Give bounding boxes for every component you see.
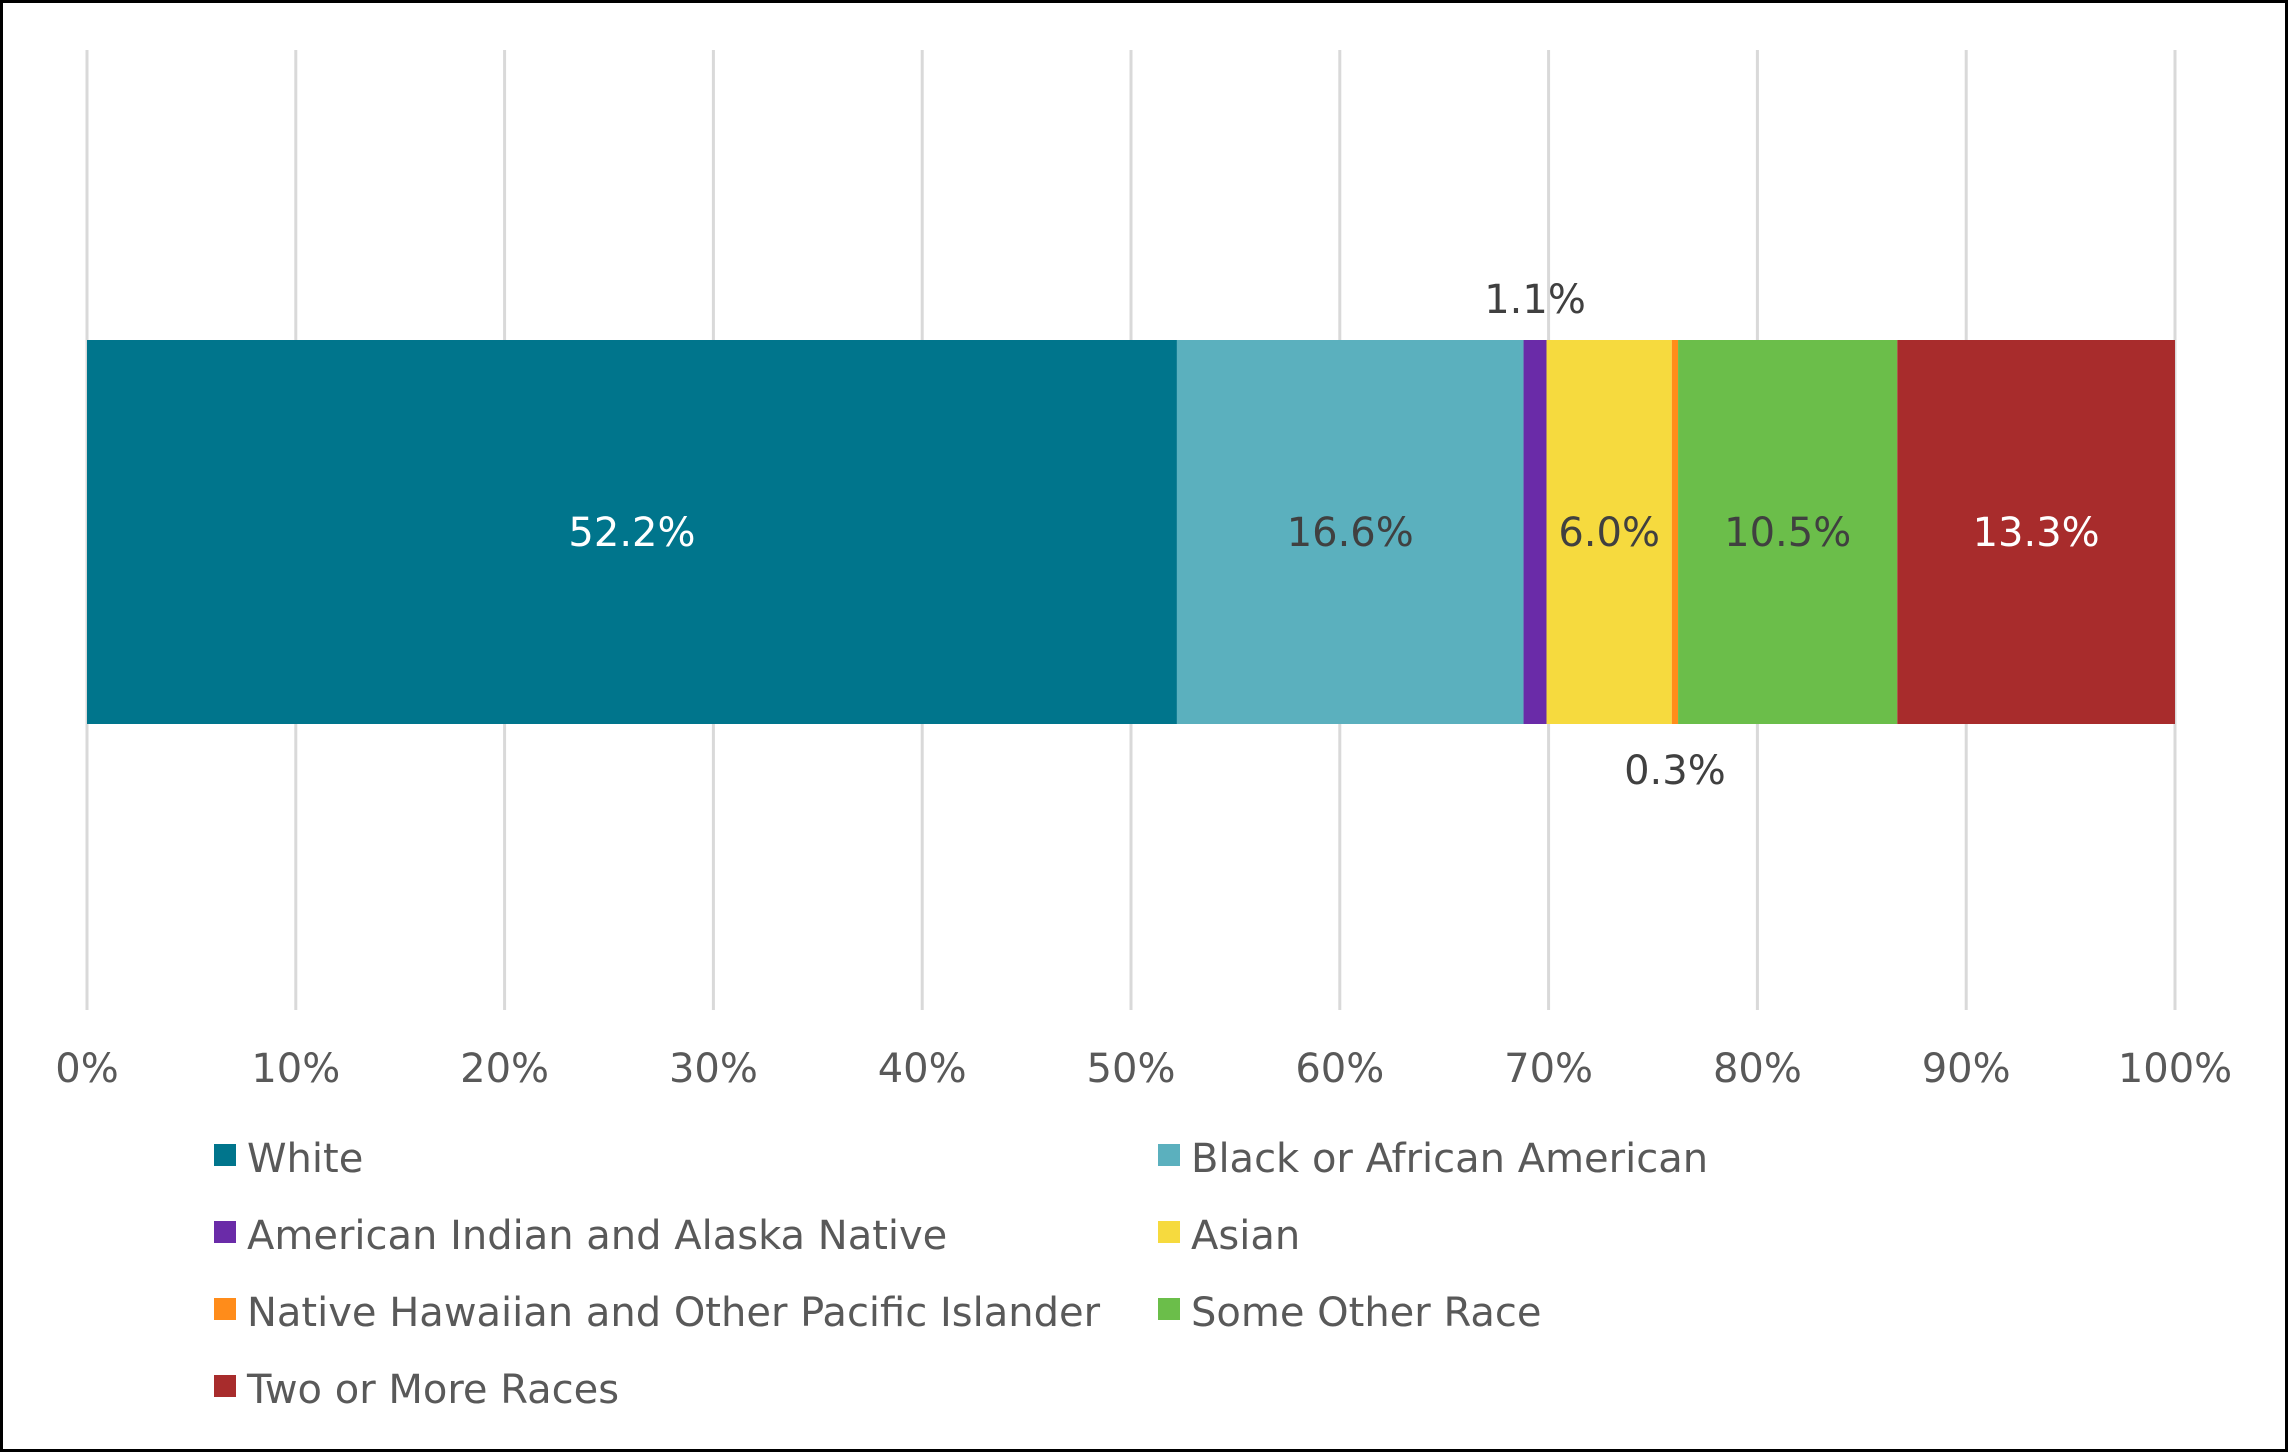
legend-swatch-two-or-more-races	[214, 1375, 236, 1397]
x-tick-label: 20%	[460, 1046, 549, 1092]
bar-segment-two-or-more-races	[1897, 340, 2175, 724]
legend-label-american-indian-and-alaska-native: American Indian and Alaska Native	[247, 1213, 947, 1259]
data-label-native-hawaiian-and-other-pacific-islander: 0.3%	[1624, 748, 1726, 794]
legend-label-black-or-african-american: Black or African American	[1191, 1136, 1708, 1182]
data-label-two-or-more-races: 13.3%	[1973, 510, 2100, 556]
legend-label-native-hawaiian-and-other-pacific-islander: Native Hawaiian and Other Pacific Island…	[247, 1290, 1101, 1336]
x-tick-label: 70%	[1504, 1046, 1593, 1092]
data-label-asian: 6.0%	[1558, 510, 1660, 556]
x-tick-label: 90%	[1922, 1046, 2011, 1092]
bar-segment-asian	[1546, 340, 1672, 724]
legend-swatch-white	[214, 1144, 236, 1166]
bar-segment-black-or-african-american	[1176, 340, 1524, 724]
x-tick-label: 50%	[1087, 1046, 1176, 1092]
x-tick-label: 100%	[2118, 1046, 2232, 1092]
data-label-some-other-race: 10.5%	[1724, 510, 1851, 556]
bar-segment-american-indian-and-alaska-native	[1523, 340, 1547, 724]
legend-swatch-some-other-race	[1158, 1298, 1180, 1320]
x-tick-label: 40%	[878, 1046, 967, 1092]
legend-swatch-american-indian-and-alaska-native	[214, 1221, 236, 1243]
x-tick-label: 80%	[1713, 1046, 1802, 1092]
data-label-black-or-african-american: 16.6%	[1287, 510, 1414, 556]
x-tick-label: 0%	[55, 1046, 118, 1092]
legend-swatch-black-or-african-american	[1158, 1144, 1180, 1166]
legend-label-some-other-race: Some Other Race	[1191, 1290, 1541, 1336]
legend: White Black or African American American I…	[214, 1136, 1708, 1413]
data-labels: 52.2% 16.6% 1.1% 6.0% 0.3% 10.5% 13.3%	[568, 277, 2099, 794]
legend-label-asian: Asian	[1191, 1213, 1300, 1259]
data-label-white: 52.2%	[568, 510, 695, 556]
bar-segments	[87, 340, 2175, 724]
bar-segment-native-hawaiian-and-other-pacific-islander	[1671, 340, 1679, 724]
legend-label-two-or-more-races: Two or More Races	[246, 1367, 619, 1413]
data-label-american-indian-and-alaska-native: 1.1%	[1484, 277, 1586, 323]
bar-segment-some-other-race	[1678, 340, 1898, 724]
x-tick-label: 10%	[251, 1046, 340, 1092]
x-tick-label: 60%	[1295, 1046, 1384, 1092]
bar-segment-white	[87, 340, 1177, 724]
legend-swatch-native-hawaiian-and-other-pacific-islander	[214, 1298, 236, 1320]
x-tick-label: 30%	[669, 1046, 758, 1092]
x-axis-tick-labels: 0% 10% 20% 30% 40% 50% 60% 70% 80% 90% 100%	[55, 1046, 2232, 1092]
legend-label-white: White	[247, 1136, 363, 1182]
legend-swatch-asian	[1158, 1221, 1180, 1243]
